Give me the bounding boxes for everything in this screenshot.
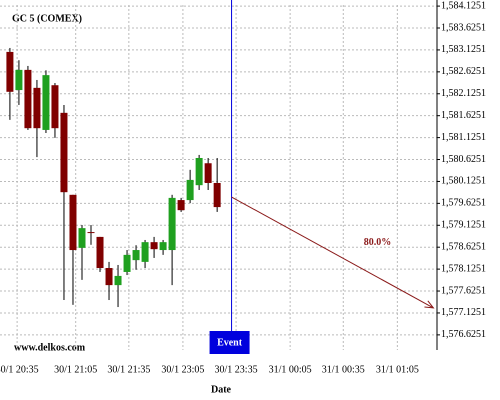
candle-body [123,254,131,272]
y-tick-label: 1,578.1251 [441,263,486,274]
y-tick-label: 1,580.6251 [441,154,486,165]
candle-body [78,228,86,248]
x-tick-label: 30/1 21:35 [107,364,150,375]
y-tick-label: 1,581.1251 [441,132,486,143]
candle-body [177,200,185,211]
y-tick-label: 1,579.1251 [441,220,486,231]
y-tick-label: 1,583.1251 [441,44,486,55]
candle-body [51,85,59,129]
arrow-head [424,300,435,309]
y-tick-label: 1,582.1251 [441,88,486,99]
x-tick-label: 30/1 20:35 [0,364,39,375]
x-axis-label: Date [211,384,232,395]
x-tick-label: 30/1 23:35 [215,364,258,375]
candle-body [33,87,41,129]
x-tick-label: 31/1 01:05 [376,364,419,375]
event-box [209,331,250,354]
y-tick-label: 1,577.1251 [441,307,486,318]
candle-body [159,242,167,251]
candle-body [60,112,68,193]
y-tick-label: 1,579.6251 [441,198,486,209]
event-label: Event [217,337,243,348]
candle-body [132,250,140,261]
x-tick-label: 31/1 00:35 [322,364,365,375]
y-tick-label: 1,582.6251 [441,66,486,77]
candle-body [168,197,176,251]
candle-body [96,236,104,269]
y-tick-label: 1,576.6251 [441,329,486,340]
candle-body [24,69,32,129]
y-tick-label: 1,580.1251 [441,176,486,187]
candle-body [213,182,221,208]
y-tick-label: 1,577.6251 [441,285,486,296]
candle-body [15,69,23,91]
y-tick-label: 1,583.6251 [441,22,486,33]
x-tick-label: 30/1 23:05 [161,364,204,375]
arrow-label: 80.0% [364,237,392,248]
candle-body [150,242,158,250]
candle-body [204,163,212,183]
candle-body [195,157,203,186]
candle-body [105,268,113,286]
x-tick-label: 30/1 21:05 [54,364,97,375]
watermark: www.delkos.com [14,342,86,353]
candle-body [141,242,149,262]
x-tick-label: 31/1 00:05 [269,364,312,375]
candle-body [6,51,14,92]
candle-body [42,75,50,130]
y-tick-label: 1,578.6251 [441,241,486,252]
candle-body [87,232,95,234]
candle-body [69,194,77,251]
projection-arrow [231,196,434,309]
chart-title: GC 5 (COMEX) [12,13,82,24]
candle-body [186,179,194,201]
y-tick-label: 1,581.6251 [441,110,486,121]
y-tick-label: 1,584.1251 [441,0,486,11]
candle-body [114,275,122,286]
